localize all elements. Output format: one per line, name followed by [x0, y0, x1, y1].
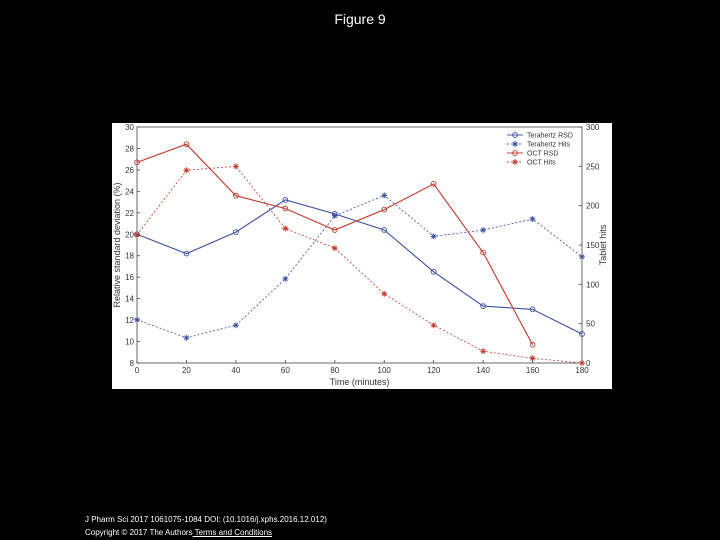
- y2-axis-title: Tablet hits: [598, 224, 608, 265]
- x-tick-label: 180: [575, 366, 589, 375]
- x-tick-label: 40: [231, 366, 240, 375]
- point-oct-hits: [282, 225, 289, 232]
- x-axis-title: Time (minutes): [330, 377, 390, 387]
- point-oct-rsd: [134, 159, 140, 166]
- legend-label-terahertz-rsd: Terahertz RSD: [527, 133, 573, 140]
- y-tick-label: 10: [125, 338, 134, 347]
- point-terahertz-hits: [579, 253, 585, 260]
- point-terahertz-hits: [134, 316, 140, 323]
- x-tick-label: 100: [378, 366, 392, 375]
- point-oct-hits: [134, 231, 140, 238]
- y-tick-label: 26: [125, 166, 134, 175]
- y-tick-label: 22: [125, 209, 134, 218]
- series-line-oct-rsd: [136, 143, 534, 346]
- copyright-text: Copyright © 2017 The Authors: [85, 528, 193, 537]
- point-oct-rsd: [381, 206, 388, 213]
- x-tick-label: 60: [281, 366, 290, 375]
- chart-panel: 0 20 40 60 80 100 120 140 160 180 8 10 12 14 16 18 20 22 2…: [112, 123, 612, 389]
- point-terahertz-hits: [183, 334, 190, 341]
- y-tick-label: 24: [125, 187, 134, 196]
- legend-label-oct-rsd: OCT RSD: [527, 151, 558, 158]
- y2-tick-label: 100: [586, 280, 600, 289]
- point-oct-hits: [381, 290, 388, 297]
- x-tick-label: 0: [135, 366, 140, 375]
- y-tick-label: 14: [125, 295, 134, 304]
- series-line-terahertz-rsd: [136, 199, 583, 335]
- point-terahertz-hits: [529, 216, 536, 223]
- point-terahertz-rsd: [579, 331, 585, 337]
- x-tick-label: 80: [330, 366, 339, 375]
- point-terahertz-hits: [282, 275, 289, 282]
- point-oct-rsd: [233, 192, 239, 199]
- legend-label-oct-hits: OCT Hits: [527, 160, 556, 167]
- terms-and-conditions-link[interactable]: Terms and Conditions: [192, 528, 273, 537]
- x-tick-label: 20: [182, 366, 191, 375]
- y-tick-label: 20: [125, 230, 134, 239]
- point-terahertz-hits: [381, 192, 388, 199]
- point-oct-rsd: [480, 249, 486, 256]
- point-oct-hits: [331, 245, 338, 252]
- x-tick-label: 160: [526, 366, 540, 375]
- y-tick-label: 16: [125, 273, 134, 282]
- legend-marker-terahertz-rsd: [512, 132, 518, 138]
- point-terahertz-hits: [331, 212, 338, 219]
- point-oct-hits: [579, 360, 585, 366]
- y-tick-label: 18: [125, 252, 134, 261]
- point-terahertz-rsd: [183, 250, 190, 257]
- y-tick-label: 12: [125, 316, 134, 325]
- y2-tick-label: 0: [586, 359, 591, 368]
- point-oct-hits: [232, 163, 239, 170]
- point-oct-hits: [430, 322, 437, 329]
- point-terahertz-hits: [480, 227, 487, 234]
- point-terahertz-hits: [430, 233, 437, 240]
- point-terahertz-rsd: [381, 227, 388, 233]
- y2-tick-label: 50: [586, 320, 595, 329]
- point-terahertz-rsd: [430, 268, 437, 275]
- y-tick-label: 28: [125, 144, 134, 153]
- copyright-line: Copyright © 2017 The Authors Terms and C…: [85, 527, 272, 539]
- point-terahertz-rsd: [282, 197, 289, 203]
- figure-title: Figure 9: [334, 11, 386, 27]
- y2-tick-label: 300: [586, 123, 600, 132]
- y-tick-label: 30: [125, 123, 134, 132]
- y2-tick-label: 150: [586, 241, 600, 250]
- point-oct-rsd: [282, 205, 289, 212]
- series-line-oct-hits: [136, 165, 583, 364]
- point-oct-rsd: [430, 181, 437, 187]
- legend-marker-oct-rsd: [512, 150, 518, 156]
- point-terahertz-rsd: [529, 306, 536, 313]
- legend-marker-oct-hits: [512, 159, 518, 165]
- point-oct-rsd: [331, 227, 338, 233]
- citation-text: J Pharm Sci 2017 1061075-1084 DOI: (10.1…: [85, 515, 327, 524]
- point-oct-hits: [529, 355, 536, 362]
- line-chart: 0 20 40 60 80 100 120 140 160 180 8 10 12 14 16 18 20 22 2…: [112, 123, 608, 387]
- y-axis-title: Relative standard deviation (%): [112, 182, 122, 307]
- point-terahertz-rsd: [233, 229, 239, 235]
- point-oct-hits: [480, 348, 487, 355]
- y2-tick-label: 200: [586, 202, 600, 211]
- series-line-terahertz-hits: [136, 194, 583, 339]
- y2-tick-label: 250: [586, 162, 600, 171]
- x-tick-label: 140: [476, 366, 490, 375]
- legend-marker-terahertz-hits: [512, 141, 518, 147]
- legend-label-terahertz-hits: Terahertz Hits: [527, 142, 571, 149]
- point-oct-rsd: [529, 341, 536, 348]
- point-terahertz-hits: [232, 322, 239, 329]
- point-terahertz-rsd: [480, 303, 486, 309]
- point-oct-rsd: [183, 141, 190, 148]
- point-oct-hits: [183, 167, 190, 174]
- x-tick-label: 120: [427, 366, 441, 375]
- y-tick-label: 8: [130, 359, 135, 368]
